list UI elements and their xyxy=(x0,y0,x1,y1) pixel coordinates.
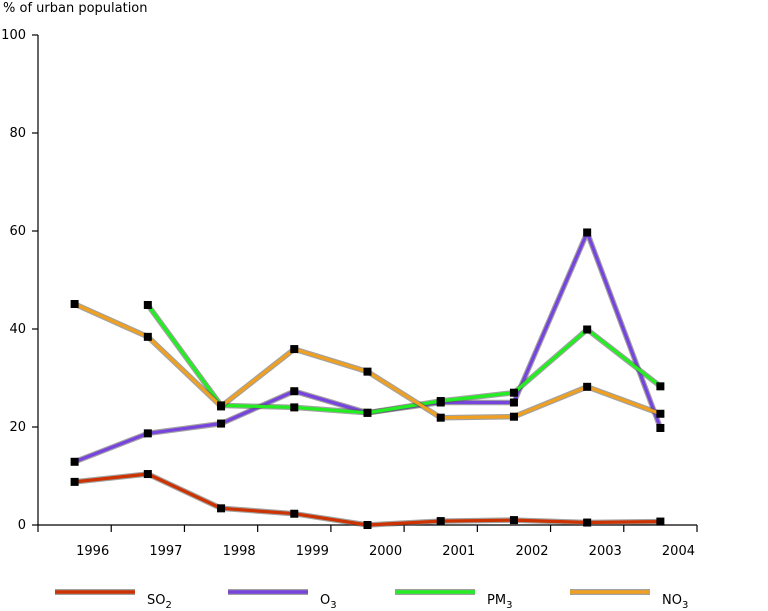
x-axis-ticks: 1996 1997 1998 1999 2000 2001 2002 2003 2004 xyxy=(37,525,698,559)
y-tick-label: 40 xyxy=(9,322,26,337)
legend-label-subscript: 3 xyxy=(330,600,336,611)
legend-label-subscript: 3 xyxy=(506,600,512,611)
legend-label: SO2 xyxy=(147,593,172,611)
data-point-marker xyxy=(363,521,372,529)
legend-label-subscript: 3 xyxy=(682,600,688,611)
data-point-marker xyxy=(290,345,299,354)
data-point-marker xyxy=(583,518,592,527)
data-point-marker xyxy=(509,412,518,421)
legend: SO2 O3 PM3 NO3 xyxy=(55,589,688,611)
x-tick-label: 2001 xyxy=(442,544,475,559)
data-point-marker xyxy=(70,457,79,466)
data-point-marker xyxy=(290,509,299,518)
data-point-marker xyxy=(143,470,152,479)
legend-label: O3 xyxy=(320,593,337,611)
data-point-marker xyxy=(70,300,79,309)
x-tick-label: 1996 xyxy=(76,544,109,559)
data-point-marker xyxy=(656,517,665,526)
data-point-marker xyxy=(143,300,152,309)
x-tick-label: 1998 xyxy=(223,544,256,559)
data-point-marker xyxy=(70,477,79,486)
x-tick-label: 2003 xyxy=(589,544,622,559)
y-tick-label: 80 xyxy=(9,126,26,141)
legend-label-subscript: 2 xyxy=(165,600,171,611)
data-point-marker xyxy=(217,402,226,411)
x-tick-label: 1997 xyxy=(149,544,182,559)
legend-label: NO3 xyxy=(662,593,688,611)
x-tick-label: 2000 xyxy=(369,544,402,559)
series-line xyxy=(146,303,663,415)
data-point-marker xyxy=(509,398,518,407)
y-axis-ticks: 0 20 40 60 80 100 xyxy=(1,28,38,533)
data-point-marker xyxy=(217,419,226,428)
legend-label: PM3 xyxy=(487,593,512,611)
data-point-marker xyxy=(290,387,299,396)
data-point-marker xyxy=(656,409,665,418)
data-point-marker xyxy=(656,423,665,432)
data-point-marker xyxy=(363,367,372,376)
x-tick-label: 2002 xyxy=(515,544,548,559)
data-point-marker xyxy=(583,325,592,334)
y-tick-label: 100 xyxy=(1,28,26,43)
y-tick-label: 0 xyxy=(18,518,26,533)
series-line xyxy=(72,472,663,527)
series-lines xyxy=(71,229,664,528)
data-point-marker xyxy=(436,413,445,422)
data-point-marker xyxy=(583,228,592,237)
data-point-marker xyxy=(217,504,226,513)
data-point-marker xyxy=(436,517,445,526)
data-point-marker xyxy=(143,332,152,341)
data-point-marker xyxy=(363,408,372,417)
y-tick-label: 60 xyxy=(9,224,26,239)
x-tick-label: 2004 xyxy=(662,544,695,559)
data-point-marker xyxy=(290,403,299,412)
data-point-marker xyxy=(509,388,518,397)
data-point-marker xyxy=(436,397,445,406)
x-tick-label: 1999 xyxy=(296,544,329,559)
series-markers xyxy=(70,228,665,529)
y-tick-label: 20 xyxy=(9,420,26,435)
data-point-marker xyxy=(583,382,592,391)
data-point-marker xyxy=(143,429,152,438)
data-point-marker xyxy=(656,382,665,391)
y-axis-title: % of urban population xyxy=(3,1,148,16)
data-point-marker xyxy=(509,516,518,525)
